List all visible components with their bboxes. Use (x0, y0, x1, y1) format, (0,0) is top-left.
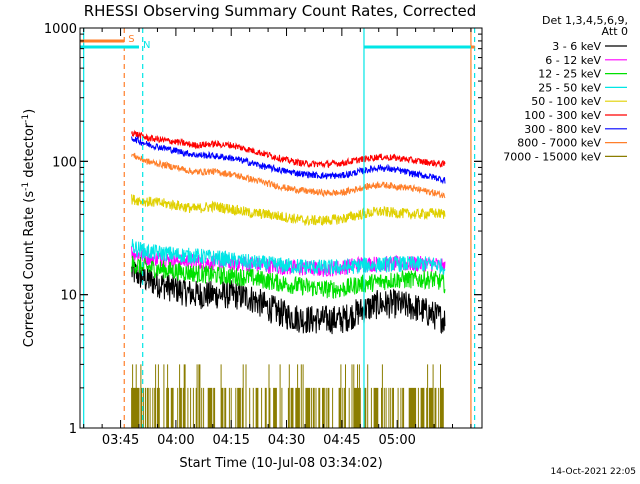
x-tick-label: 03:45 (102, 433, 139, 448)
series-line-3 (131, 239, 446, 275)
marker-bars: SN (80, 34, 475, 51)
legend-header: Att 0 (602, 25, 628, 38)
legend-label: 3 - 6 keV (552, 40, 601, 53)
y-axis-label-part: -1 (21, 182, 31, 191)
y-axis-label-part: detector (22, 122, 37, 182)
legend-label: 25 - 50 keV (538, 81, 601, 94)
marker-label-n: N (143, 40, 150, 51)
marker-label-s: S (128, 34, 134, 45)
series-layer (131, 129, 446, 428)
y-tick-label: 100 (52, 155, 77, 170)
x-tick-label: 04:15 (212, 433, 249, 448)
series-line-0 (131, 257, 446, 335)
x-tick-label: 04:00 (157, 433, 194, 448)
legend-header: Det 1,3,4,5,6,9, (542, 14, 628, 27)
y-axis-label: Corrected Count Rate (s-1 detector-1) (21, 109, 37, 347)
x-tick-label: 04:30 (268, 433, 305, 448)
legend-label: 6 - 12 keV (545, 54, 601, 67)
series-line-6 (131, 135, 446, 185)
x-ticks: 03:45 04:00 04:15 04:30 04:45 05:00 (83, 28, 472, 448)
timestamp: 14-Oct-2021 22:05 (551, 467, 636, 477)
legend-label: 300 - 800 keV (524, 123, 601, 136)
legend-label: 7000 - 15000 keV (503, 150, 601, 163)
x-axis-label: Start Time (10-Jul-08 03:34:02) (179, 456, 382, 471)
y-tick-label: 1000 (44, 22, 77, 37)
y-axis-label-part: -1 (21, 114, 31, 123)
legend-label: 50 - 100 keV (531, 95, 601, 108)
chart-title: RHESSI Observing Summary Count Rates, Co… (84, 2, 477, 20)
series-line-8 (131, 364, 444, 428)
y-tick-label: 10 (60, 289, 77, 304)
series-count-bars (131, 364, 444, 428)
y-axis-label-part: ) (22, 109, 37, 114)
series-line-2 (131, 255, 446, 299)
x-tick-label: 05:00 (378, 433, 415, 448)
plot-frame (79, 27, 483, 429)
y-axis-label-part: Corrected Count Rate (s (22, 191, 37, 348)
series-line-4 (131, 194, 446, 226)
series-line-5 (131, 129, 446, 169)
legend-label: 100 - 300 keV (524, 109, 601, 122)
x-tick-label: 04:45 (323, 433, 360, 448)
legend-label: 800 - 7000 keV (517, 137, 601, 150)
y-tick-label: 1 (69, 422, 77, 437)
legend-label: 12 - 25 keV (538, 68, 601, 81)
series-line-7 (131, 152, 446, 199)
y-ticks: 1 10 100 1000 (44, 22, 482, 437)
marker-lines (83, 28, 476, 428)
